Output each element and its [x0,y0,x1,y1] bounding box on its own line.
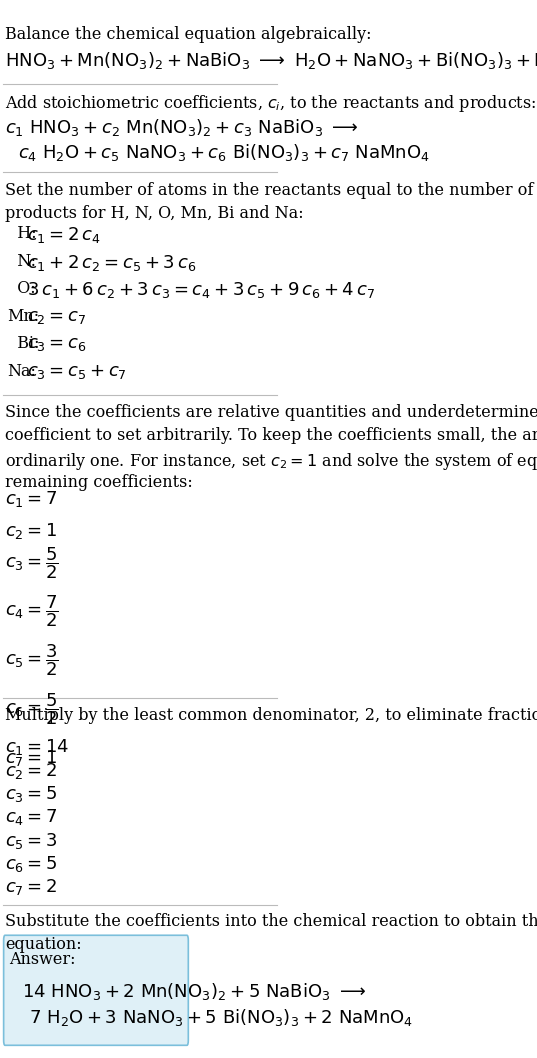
Text: $c_6 = \dfrac{5}{2}$: $c_6 = \dfrac{5}{2}$ [5,691,59,727]
Text: H:: H: [7,225,37,242]
Text: $c_6 = 5$: $c_6 = 5$ [5,854,57,874]
Text: $c_3 = \dfrac{5}{2}$: $c_3 = \dfrac{5}{2}$ [5,545,59,581]
Text: Mn:: Mn: [7,308,39,325]
Text: $c_1 = 2\,c_4$: $c_1 = 2\,c_4$ [27,225,100,245]
Text: Set the number of atoms in the reactants equal to the number of atoms in the: Set the number of atoms in the reactants… [5,182,537,199]
Text: $c_1 + 2\,c_2 = c_5 + 3\,c_6$: $c_1 + 2\,c_2 = c_5 + 3\,c_6$ [27,253,196,273]
Text: $c_5 = 3$: $c_5 = 3$ [5,831,57,851]
Text: remaining coefficients:: remaining coefficients: [5,474,193,491]
Text: coefficient to set arbitrarily. To keep the coefficients small, the arbitrary va: coefficient to set arbitrarily. To keep … [5,427,537,444]
Text: $c_3 = c_6$: $c_3 = c_6$ [27,335,86,353]
Text: $3\,c_1 + 6\,c_2 + 3\,c_3 = c_4 + 3\,c_5 + 9\,c_6 + 4\,c_7$: $3\,c_1 + 6\,c_2 + 3\,c_3 = c_4 + 3\,c_5… [27,280,375,300]
Text: $c_4 = 7$: $c_4 = 7$ [5,807,57,827]
Text: $\mathrm{HNO_3 + Mn(NO_3)_2 + NaBiO_3}$ $\longrightarrow$ $\mathrm{H_2O + NaNO_3: $\mathrm{HNO_3 + Mn(NO_3)_2 + NaBiO_3}$ … [5,50,537,71]
Text: $c_4\ \mathrm{H_2O} + c_5\ \mathrm{NaNO_3} + c_6\ \mathrm{Bi(NO_3)_3} + c_7\ \ma: $c_4\ \mathrm{H_2O} + c_5\ \mathrm{NaNO_… [18,142,430,163]
Text: $c_3 = c_5 + c_7$: $c_3 = c_5 + c_7$ [27,363,126,381]
Text: $14\ \mathrm{HNO_3} + 2\ \mathrm{Mn(NO_3)_2} + 5\ \mathrm{NaBiO_3}\ \longrightar: $14\ \mathrm{HNO_3} + 2\ \mathrm{Mn(NO_3… [22,981,366,1002]
Text: $c_1 = 14$: $c_1 = 14$ [5,737,69,758]
Text: Since the coefficients are relative quantities and underdetermined, choose a: Since the coefficients are relative quan… [5,404,537,421]
Text: products for H, N, O, Mn, Bi and Na:: products for H, N, O, Mn, Bi and Na: [5,205,303,222]
Text: $c_1 = 7$: $c_1 = 7$ [5,490,57,509]
FancyBboxPatch shape [4,935,188,1045]
Text: Balance the chemical equation algebraically:: Balance the chemical equation algebraica… [5,26,372,43]
Text: Add stoichiometric coefficients, $c_i$, to the reactants and products:: Add stoichiometric coefficients, $c_i$, … [5,93,536,114]
Text: N:: N: [7,253,36,270]
Text: $c_2 = c_7$: $c_2 = c_7$ [27,308,86,326]
Text: $c_1\ \mathrm{HNO_3} + c_2\ \mathrm{Mn(NO_3)_2} + c_3\ \mathrm{NaBiO_3}\ \longri: $c_1\ \mathrm{HNO_3} + c_2\ \mathrm{Mn(N… [5,117,359,139]
Text: $c_2 = 1$: $c_2 = 1$ [5,522,57,541]
Text: ordinarily one. For instance, set $c_2 = 1$ and solve the system of equations fo: ordinarily one. For instance, set $c_2 =… [5,451,537,472]
Text: Multiply by the least common denominator, 2, to eliminate fractional coefficient: Multiply by the least common denominator… [5,707,537,724]
Text: O:: O: [7,280,35,297]
Text: Bi:: Bi: [7,335,40,352]
Text: $c_2 = 2$: $c_2 = 2$ [5,761,57,781]
Text: $c_3 = 5$: $c_3 = 5$ [5,784,57,804]
Text: $c_5 = \dfrac{3}{2}$: $c_5 = \dfrac{3}{2}$ [5,642,59,678]
Text: $c_4 = \dfrac{7}{2}$: $c_4 = \dfrac{7}{2}$ [5,594,59,630]
Text: Na:: Na: [7,363,36,380]
Text: Answer:: Answer: [9,951,76,968]
Text: equation:: equation: [5,936,82,953]
Text: $7\ \mathrm{H_2O} + 3\ \mathrm{NaNO_3} + 5\ \mathrm{Bi(NO_3)_3} + 2\ \mathrm{NaM: $7\ \mathrm{H_2O} + 3\ \mathrm{NaNO_3} +… [29,1007,413,1028]
Text: Substitute the coefficients into the chemical reaction to obtain the balanced: Substitute the coefficients into the che… [5,913,537,930]
Text: $c_7 = 2$: $c_7 = 2$ [5,877,57,897]
Text: $c_7 = 1$: $c_7 = 1$ [5,748,57,767]
